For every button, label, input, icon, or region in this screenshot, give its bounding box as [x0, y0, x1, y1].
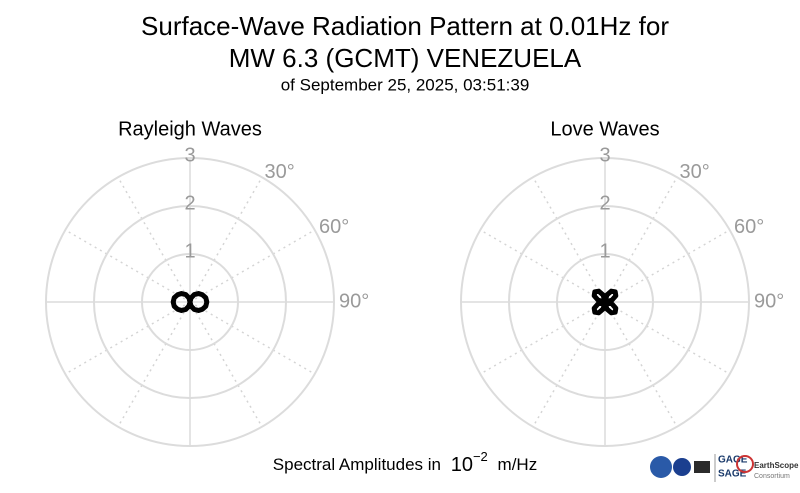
spoke — [604, 229, 731, 303]
footer-label: Spectral Amplitudes in 10−2 m/Hz — [273, 447, 537, 476]
logos: GAGE SAGE EarthScope Consortium — [650, 454, 799, 482]
spoke — [189, 229, 316, 303]
ring — [556, 253, 654, 351]
logo-gage: GAGE — [718, 455, 748, 466]
ring — [141, 253, 239, 351]
ring — [45, 157, 335, 447]
ring — [508, 205, 702, 399]
r-tick-label: 2 — [599, 192, 610, 214]
chart-title: Surface-Wave Radiation Pattern at 0.01Hz… — [141, 11, 669, 41]
theta-tick-label: 90° — [339, 290, 369, 312]
spoke — [117, 301, 191, 428]
logo-earthscope: EarthScope — [754, 461, 799, 470]
spoke — [189, 176, 263, 303]
radiation-pattern — [591, 288, 619, 316]
footer-unit: m/Hz — [498, 455, 538, 474]
theta-tick-label: 60° — [734, 216, 764, 238]
chart-title: MW 6.3 (GCMT) VENEZUELA — [229, 43, 582, 73]
spoke — [532, 301, 606, 428]
chart-subtitle: of September 25, 2025, 03:51:39 — [281, 75, 530, 94]
logo-sage: SAGE — [718, 469, 747, 480]
footer-text: Spectral Amplitudes in — [273, 455, 441, 474]
logo-earthscope-mark — [736, 455, 754, 473]
radiation-pattern — [170, 291, 210, 313]
polar-plot: 1 2 3 30° 60° 90° Rayleigh Waves — [45, 118, 369, 447]
panel-title: Rayleigh Waves — [118, 118, 262, 140]
spoke — [64, 229, 191, 303]
logo-nasa — [673, 458, 691, 476]
spoke — [189, 301, 263, 428]
logo-usgs — [694, 461, 710, 473]
spoke — [604, 301, 678, 428]
spoke — [189, 301, 316, 375]
spoke — [604, 176, 678, 303]
ring — [93, 205, 287, 399]
spoke — [604, 301, 731, 375]
spoke — [479, 229, 606, 303]
logo-nsf — [650, 456, 672, 478]
theta-tick-label: 30° — [265, 161, 295, 183]
spoke — [479, 301, 606, 375]
r-tick-label: 3 — [184, 144, 195, 166]
footer-base: 10 — [451, 454, 473, 476]
r-tick-label: 2 — [184, 192, 195, 214]
theta-tick-label: 60° — [319, 216, 349, 238]
polar-plot: 1 2 3 30° 60° 90° Love Waves — [460, 118, 784, 447]
theta-tick-label: 90° — [754, 290, 784, 312]
theta-tick-label: 30° — [680, 161, 710, 183]
r-tick-label: 1 — [599, 240, 610, 262]
footer-exponent: −2 — [473, 449, 488, 464]
spoke — [532, 176, 606, 303]
spoke — [117, 176, 191, 303]
r-tick-label: 3 — [599, 144, 610, 166]
ring — [460, 157, 750, 447]
r-tick-label: 1 — [184, 240, 195, 262]
logo-consortium: Consortium — [754, 473, 790, 480]
spoke — [64, 301, 191, 375]
panel-title: Love Waves — [550, 118, 659, 140]
